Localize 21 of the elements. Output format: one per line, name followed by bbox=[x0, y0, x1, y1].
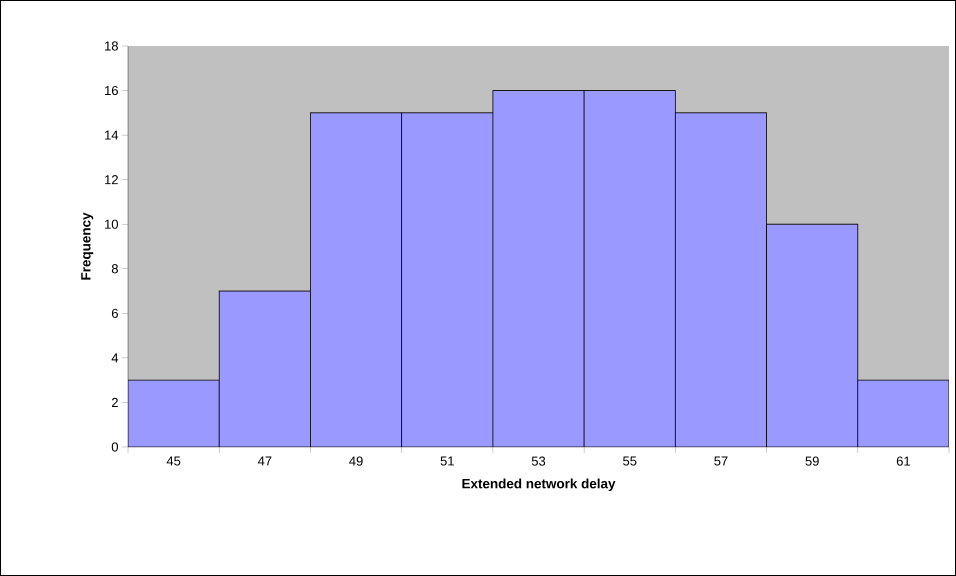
x-tick-label: 55 bbox=[623, 456, 636, 466]
x-tick-label: 45 bbox=[166, 456, 180, 466]
y-tick-label: 8 bbox=[112, 264, 118, 274]
x-axis-title: Extended network delay bbox=[462, 478, 616, 492]
y-tick-label: 6 bbox=[112, 308, 118, 318]
x-tick-label: 59 bbox=[805, 456, 819, 466]
x-tick-label: 53 bbox=[532, 456, 546, 466]
x-tick-label: 47 bbox=[258, 456, 272, 466]
x-tick-label: 61 bbox=[896, 456, 910, 466]
y-tick-label: 16 bbox=[105, 86, 118, 96]
y-tick-label: 18 bbox=[105, 41, 118, 51]
x-tick-label: 51 bbox=[440, 456, 454, 466]
y-tick-label: 12 bbox=[105, 175, 118, 184]
y-tick-label: 10 bbox=[105, 220, 118, 229]
x-tick-label: 57 bbox=[714, 456, 728, 466]
y-tick-label: 4 bbox=[112, 353, 118, 362]
y-tick-label: 2 bbox=[112, 398, 118, 407]
y-tick-label: 14 bbox=[105, 130, 118, 140]
x-tick-label: 49 bbox=[349, 456, 363, 466]
y-tick-label: 0 bbox=[112, 442, 118, 452]
y-axis-title: Frequency bbox=[81, 212, 94, 280]
